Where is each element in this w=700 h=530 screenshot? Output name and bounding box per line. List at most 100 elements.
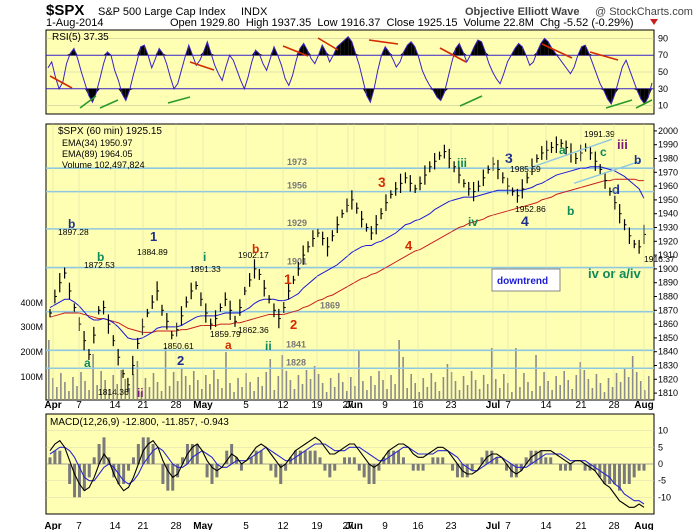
downtrend-annotation: downtrend bbox=[497, 276, 548, 287]
volume-bar bbox=[192, 371, 195, 400]
wave-label: iv bbox=[468, 215, 478, 229]
x-tick-label: May bbox=[193, 400, 213, 411]
macd-tick-label: 5 bbox=[658, 442, 663, 452]
volume-bar bbox=[579, 362, 582, 400]
x-tick-label: 14 bbox=[109, 400, 121, 411]
x-tick-label: 7 bbox=[505, 521, 511, 530]
macd-tick-label: 0 bbox=[658, 459, 663, 469]
volume-bar bbox=[176, 381, 179, 400]
volume-bar bbox=[498, 388, 501, 400]
volume-bar bbox=[48, 340, 50, 400]
wave-label: b bbox=[252, 242, 259, 256]
wave-label: a bbox=[559, 143, 566, 157]
volume-bar bbox=[108, 389, 110, 400]
volume-bar bbox=[547, 381, 549, 400]
macd-histogram-bar bbox=[254, 450, 258, 464]
wave-label: iii bbox=[617, 137, 628, 152]
rsi-oversold-fill bbox=[648, 88, 652, 98]
volume-bar bbox=[257, 377, 259, 400]
volume-bar bbox=[571, 389, 574, 400]
volume-bar bbox=[531, 391, 533, 400]
macd-histogram-bar bbox=[544, 457, 548, 464]
macd-signal-line bbox=[49, 443, 645, 505]
volume-bar bbox=[539, 386, 541, 400]
x-tick-label: 27 bbox=[342, 521, 354, 530]
chart-date: 1-Aug-2014 bbox=[46, 17, 104, 29]
volume-bar bbox=[478, 389, 481, 400]
macd-histogram-bar bbox=[431, 457, 435, 464]
x-tick-label: 27 bbox=[342, 400, 354, 411]
macd-histogram-bar bbox=[127, 464, 131, 471]
macd-tick-label: -5 bbox=[658, 476, 666, 486]
volume-bar bbox=[92, 354, 94, 400]
price-label: 1891.33 bbox=[190, 264, 221, 274]
macd-histogram-bar bbox=[161, 464, 165, 484]
volume-bar bbox=[583, 370, 586, 400]
macd-histogram-bar bbox=[53, 450, 57, 464]
macd-histogram-bar bbox=[136, 444, 140, 464]
chart-copyright: @ StockCharts.com bbox=[595, 6, 693, 18]
price-tick-label: 1940 bbox=[658, 209, 678, 219]
volume-bar bbox=[446, 364, 449, 400]
price-label: 1884.89 bbox=[137, 247, 168, 257]
volume-bar bbox=[623, 369, 626, 400]
rsi-overbought-fill bbox=[474, 40, 478, 56]
rsi-overbought-fill bbox=[140, 45, 145, 56]
volume-bar bbox=[237, 378, 239, 400]
price-label: 1985.59 bbox=[510, 164, 541, 174]
volume-bar bbox=[313, 366, 316, 400]
volume-bar bbox=[647, 376, 650, 400]
macd-histogram-bar bbox=[627, 464, 631, 484]
price-tick-label: 1840 bbox=[658, 347, 678, 357]
price-tick-label: 1920 bbox=[658, 236, 678, 246]
macd-histogram-bar bbox=[48, 457, 52, 464]
volume-bar bbox=[378, 371, 380, 400]
x-tick-label: Apr bbox=[44, 521, 61, 530]
volume-bar bbox=[398, 340, 400, 400]
rsi-overbought-fill bbox=[411, 41, 415, 56]
volume-bar bbox=[329, 378, 332, 400]
macd-histogram-bar bbox=[568, 464, 572, 471]
volume-tick-label: 100M bbox=[20, 372, 43, 382]
x-tick-label: 23 bbox=[445, 521, 457, 530]
rsi-overbought-fill bbox=[73, 48, 78, 56]
macd-histogram-bar bbox=[451, 464, 455, 471]
price-tick-label: 1990 bbox=[658, 140, 678, 150]
level-label: 1869 bbox=[320, 301, 340, 311]
price-tick-label: 1890 bbox=[658, 278, 678, 288]
macd-histogram-bar bbox=[284, 464, 288, 471]
macd-histogram-bar bbox=[166, 464, 170, 491]
rsi-oversold-fill bbox=[122, 88, 126, 101]
price-tick-label: 1930 bbox=[658, 223, 678, 233]
x-tick-label: 5 bbox=[243, 521, 249, 530]
volume-bar bbox=[112, 375, 115, 400]
macd-histogram-bar bbox=[622, 464, 626, 484]
price-panel bbox=[45, 123, 655, 401]
x-tick-label: 7 bbox=[505, 400, 511, 411]
macd-histogram-bar bbox=[190, 444, 194, 464]
volume-bar bbox=[635, 372, 638, 400]
x-tick-label: 9 bbox=[382, 521, 388, 530]
volume-bar bbox=[148, 387, 151, 400]
macd-histogram-bar bbox=[549, 457, 553, 464]
volume-bar bbox=[619, 382, 622, 400]
rsi-divergence-red bbox=[589, 51, 619, 61]
volume-bar bbox=[201, 389, 203, 400]
macd-histogram-bar bbox=[583, 464, 587, 471]
volume-bar bbox=[60, 373, 62, 400]
downtrend-box bbox=[491, 268, 561, 292]
volume-bar bbox=[631, 356, 634, 400]
volume-bar bbox=[430, 373, 433, 400]
volume-bar bbox=[390, 375, 392, 400]
volume-bar bbox=[345, 391, 348, 400]
macd-histogram-bar bbox=[225, 450, 229, 464]
volume-bar bbox=[261, 386, 264, 400]
macd-histogram-bar bbox=[401, 457, 405, 464]
volume-bar bbox=[482, 375, 485, 400]
volume-bar bbox=[72, 377, 74, 400]
rsi-overbought-fill bbox=[581, 45, 586, 56]
volume-bar bbox=[140, 392, 143, 400]
price-tick-label: 1980 bbox=[658, 154, 678, 164]
macd-histogram-bar bbox=[455, 464, 459, 478]
x-tick-label: Aug bbox=[634, 521, 653, 530]
